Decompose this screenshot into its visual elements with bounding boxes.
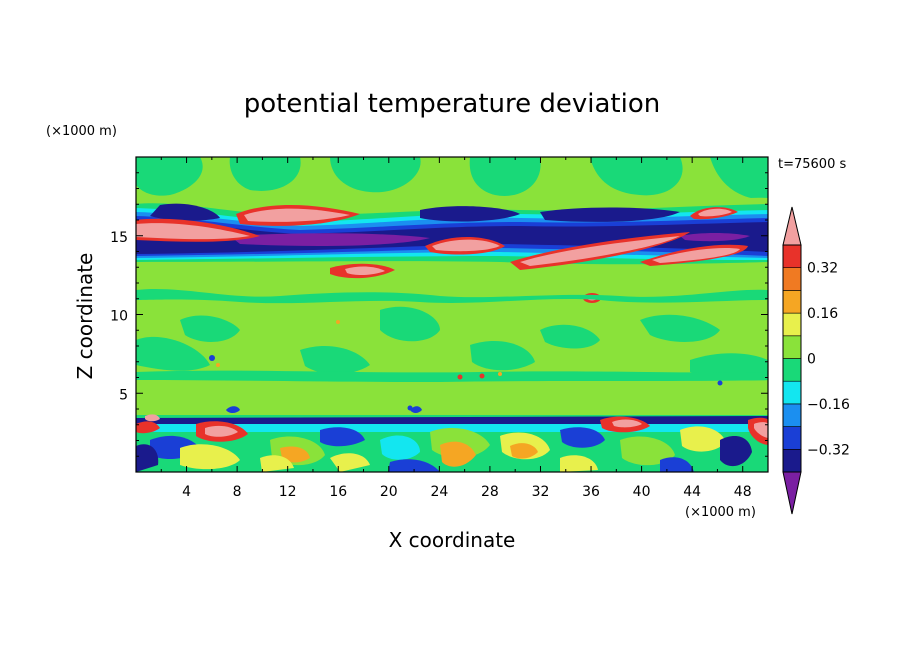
colorbar-label: 0 xyxy=(807,352,816,368)
colorbar-label: 0.16 xyxy=(807,306,838,322)
x-axis-ticks: 4 8 12 16 20 24 28 32 36 40 44 48 xyxy=(160,157,752,500)
x-tick-label: 20 xyxy=(380,484,398,500)
colorbar-band xyxy=(782,267,802,291)
y-tick-label: 10 xyxy=(110,309,128,325)
small-eddies xyxy=(209,320,723,411)
x-tick-label: 32 xyxy=(532,484,550,500)
x-tick-label: 12 xyxy=(279,484,297,500)
x-tick-label: 28 xyxy=(481,484,499,500)
x-tick-label: 24 xyxy=(430,484,448,500)
x-tick-label: 16 xyxy=(329,484,347,500)
colorbar-band xyxy=(782,403,802,427)
y-axis-label: Z coordinate xyxy=(73,253,97,380)
colorbar-max-triangle xyxy=(782,206,802,246)
y-tick-label: 15 xyxy=(110,230,128,246)
y-unit-label: (×1000 m) xyxy=(46,124,117,139)
colorbar-band xyxy=(782,448,802,473)
colorbar-label: −0.16 xyxy=(807,397,850,413)
colorbar-label: 0.32 xyxy=(807,261,838,277)
colorbar: 0.32 0.16 0 −0.16 −0.32 xyxy=(782,206,850,515)
warm-lenses xyxy=(136,204,748,303)
x-axis-label: X coordinate xyxy=(389,528,516,552)
colorbar-label: −0.32 xyxy=(807,442,850,458)
colorbar-band xyxy=(782,312,802,337)
y-axis-ticks: 5 10 15 xyxy=(110,172,768,457)
colorbar-min-triangle xyxy=(782,471,802,515)
colorbar-band xyxy=(782,335,802,359)
x-tick-label: 40 xyxy=(633,484,651,500)
colorbar-band xyxy=(782,380,802,405)
x-tick-label: 8 xyxy=(233,484,242,500)
time-label: t=75600 s xyxy=(778,157,846,172)
boundary-layer xyxy=(136,406,768,472)
upper-neutral-patches xyxy=(136,157,768,200)
colorbar-band xyxy=(782,290,802,314)
colorbar-band xyxy=(782,426,802,450)
x-tick-label: 44 xyxy=(683,484,701,500)
middle-neutral-patches xyxy=(136,288,768,382)
y-tick-label: 5 xyxy=(119,387,128,403)
colorbar-band xyxy=(782,358,802,382)
x-tick-label: 48 xyxy=(734,484,752,500)
colorbar-frame xyxy=(782,244,802,473)
x-tick-label: 36 xyxy=(582,484,600,500)
plot-area xyxy=(136,157,768,472)
chart-title: potential temperature deviation xyxy=(244,89,660,119)
colorbar-band xyxy=(782,244,802,269)
x-tick-label: 4 xyxy=(182,484,191,500)
x-unit-label: (×1000 m) xyxy=(685,505,756,520)
